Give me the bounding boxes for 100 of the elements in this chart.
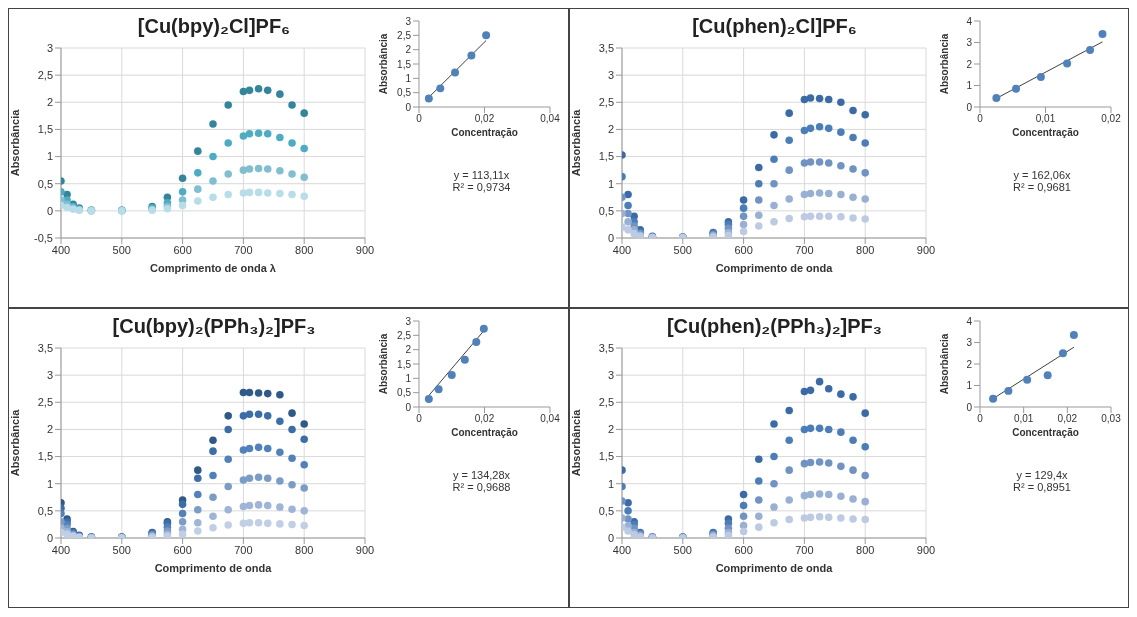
x-axis-title: Comprimento de onda (154, 561, 273, 574)
x-tick-label: 0,04 (540, 113, 561, 125)
y-tick-label: 0,5 (598, 204, 614, 217)
x-tick-label: 600 (733, 543, 753, 556)
y-tick-label: 3 (46, 369, 53, 382)
x-tick-label: 0,01 (1035, 113, 1056, 125)
y-tick-label: 2 (46, 96, 53, 109)
y-tick-label: 2 (607, 423, 614, 436)
x-tick-label: 900 (355, 243, 375, 256)
x-tick-label: 400 (51, 243, 71, 256)
y-tick-label: 1,5 (37, 123, 53, 136)
y-axis-title: Absorbância (569, 108, 582, 177)
chart-title: [Cu(bpy)₂Cl]PF₆ (136, 15, 292, 38)
x-tick-label: 500 (112, 543, 131, 556)
x-tick-label: 700 (234, 543, 253, 556)
y-tick-label: 1 (405, 372, 412, 384)
y-tick-label: -0,5 (34, 231, 53, 244)
y-tick-label: 3 (405, 15, 412, 27)
x-tick-label: 800 (295, 243, 314, 256)
x-tick-label: 0,03 (1100, 413, 1121, 425)
y-tick-label: 2,5 (37, 69, 53, 82)
x-tick-label: 0,02 (474, 113, 495, 125)
x-tick-label: 0,01 (1013, 413, 1034, 425)
y-tick-label: 4 (965, 15, 972, 27)
text: y = 113,11x (452, 169, 511, 181)
x-axis-title: Comprimento de onda (715, 261, 833, 274)
y-tick-label: 3,5 (37, 341, 53, 354)
y-tick-label: 0,5 (397, 387, 412, 399)
x-tick-label: 0,02 (1057, 413, 1077, 425)
text: R² = 0,9681 (1012, 181, 1072, 193)
x-tick-label: 800 (855, 243, 874, 256)
y-tick-label: 1 (965, 380, 972, 392)
y-axis-title: Absorbância (938, 33, 950, 95)
x-axis-title: Concentração (1011, 427, 1079, 439)
y-tick-label: 0 (46, 531, 53, 544)
y-axis-title: Absorbância (8, 108, 21, 177)
chart-title: [Cu(bpy)₂(PPh₃)₂]PF₃ (111, 315, 317, 338)
y-tick-label: 0 (46, 204, 53, 217)
x-tick-label: 900 (355, 543, 375, 556)
y-tick-label: 0 (965, 101, 972, 113)
y-tick-label: 3 (965, 337, 972, 349)
x-tick-label: 500 (673, 243, 692, 256)
y-tick-label: 2 (965, 358, 972, 370)
y-tick-label: 1 (46, 477, 53, 490)
x-tick-label: 0 (976, 113, 983, 125)
y-tick-label: 3 (405, 315, 412, 327)
y-tick-label: 0 (607, 531, 614, 544)
y-tick-label: 2 (405, 44, 412, 56)
y-tick-label: 1,5 (397, 58, 412, 70)
y-tick-label: 3 (965, 37, 972, 49)
y-tick-label: 3,5 (598, 341, 614, 354)
x-tick-label: 0 (976, 413, 983, 425)
y-tick-label: 4 (965, 315, 972, 327)
y-tick-label: 1 (607, 477, 614, 490)
chart-title: [Cu(phen)₂Cl]PF₆ (691, 15, 858, 38)
x-tick-label: 700 (794, 243, 814, 256)
y-tick-label: 0,5 (37, 177, 53, 190)
y-tick-label: 1 (607, 177, 614, 190)
x-tick-label: 500 (673, 543, 692, 556)
y-tick-label: 1 (46, 150, 53, 163)
x-axis-title: Concentração (1011, 127, 1079, 139)
y-tick-label: 1,5 (598, 150, 614, 163)
x-tick-label: 0,04 (540, 413, 561, 425)
y-axis-title: Absorbância (377, 33, 389, 95)
text: y = 129,4x (1015, 469, 1069, 481)
x-tick-label: 0,02 (1100, 113, 1121, 125)
y-tick-label: 2,5 (397, 29, 412, 41)
x-tick-label: 600 (173, 543, 192, 556)
y-axis-title: Absorbância (938, 333, 950, 395)
y-tick-label: 2 (607, 123, 614, 136)
text: R² = 0,8951 (1012, 481, 1072, 493)
y-tick-label: 3 (46, 41, 53, 54)
y-axis-title: Absorbância (377, 333, 389, 395)
x-tick-label: 800 (295, 543, 314, 556)
y-tick-label: 0 (965, 401, 972, 413)
y-tick-label: 1,5 (397, 358, 412, 370)
y-tick-label: 1 (405, 72, 412, 84)
text: R² = 0,9734 (451, 181, 512, 193)
x-tick-label: 900 (916, 243, 935, 256)
y-tick-label: 2 (405, 344, 412, 356)
y-tick-label: 3,5 (598, 41, 614, 54)
x-tick-label: 0,02 (474, 413, 495, 425)
text: y = 162,06x (1012, 169, 1072, 181)
y-tick-label: 0 (405, 101, 412, 113)
y-tick-label: 3 (607, 369, 614, 382)
x-tick-label: 600 (733, 243, 753, 256)
x-tick-label: 700 (234, 243, 253, 256)
text: y = 134,28x (451, 469, 512, 481)
x-tick-label: 700 (794, 543, 814, 556)
x-tick-label: 500 (112, 243, 131, 256)
y-axis-title: Absorbância (8, 408, 21, 477)
y-tick-label: 0,5 (397, 87, 412, 99)
y-tick-label: 2 (46, 423, 53, 436)
y-tick-label: 0 (405, 401, 412, 413)
y-tick-label: 2,5 (397, 329, 412, 341)
x-axis-title: Concentração (451, 427, 518, 439)
x-tick-label: 900 (916, 543, 935, 556)
x-tick-label: 400 (51, 543, 71, 556)
y-tick-label: 0 (607, 231, 614, 244)
y-tick-label: 1,5 (37, 450, 53, 463)
